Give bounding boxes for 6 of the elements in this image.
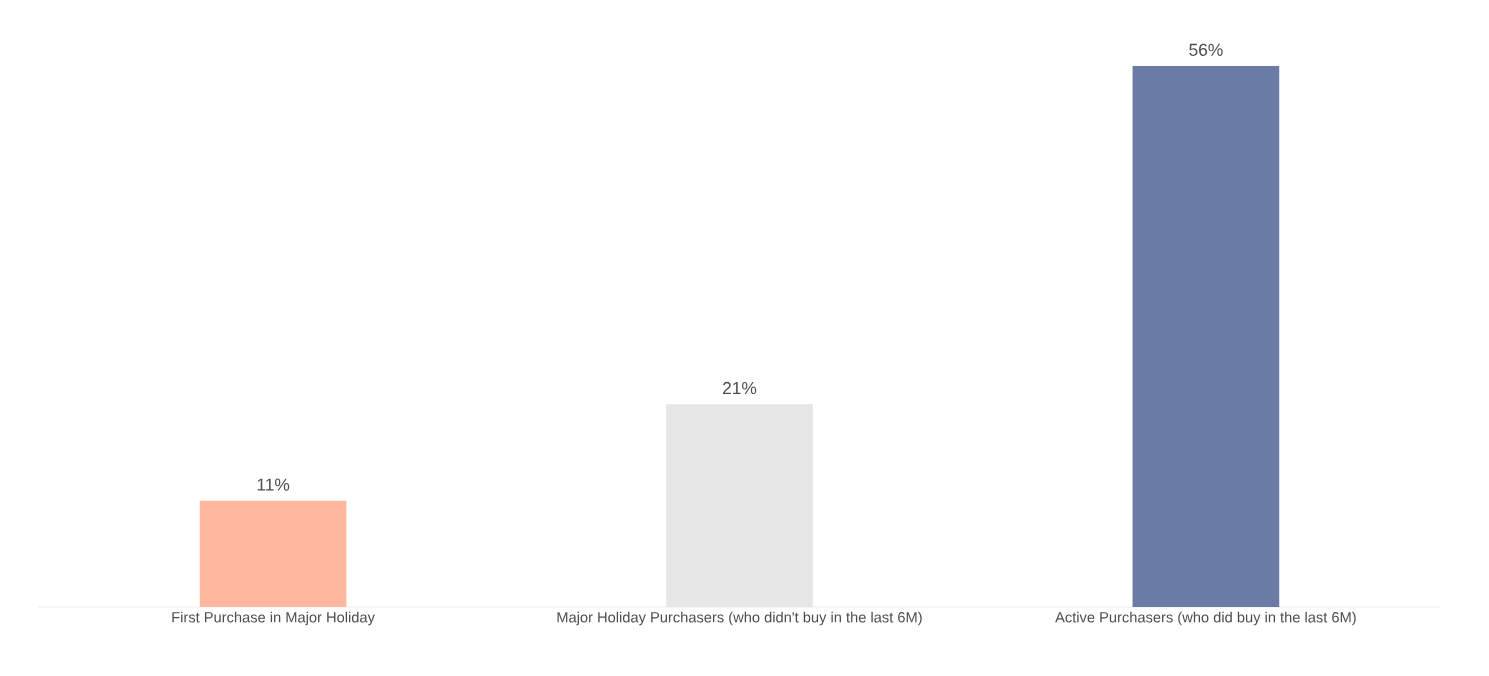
x-tick-label: Major Holiday Purchasers (who didn't buy in the last 6M) — [557, 611, 922, 626]
data-label: 21% — [723, 381, 757, 395]
data-label: 11% — [257, 478, 290, 491]
data-label: 56% — [1189, 43, 1223, 56]
x-tick-label: Active Purchasers (who did buy in the last 6M) — [1055, 611, 1356, 626]
x-tick-label: First Purchase in Major Holiday — [172, 611, 375, 626]
